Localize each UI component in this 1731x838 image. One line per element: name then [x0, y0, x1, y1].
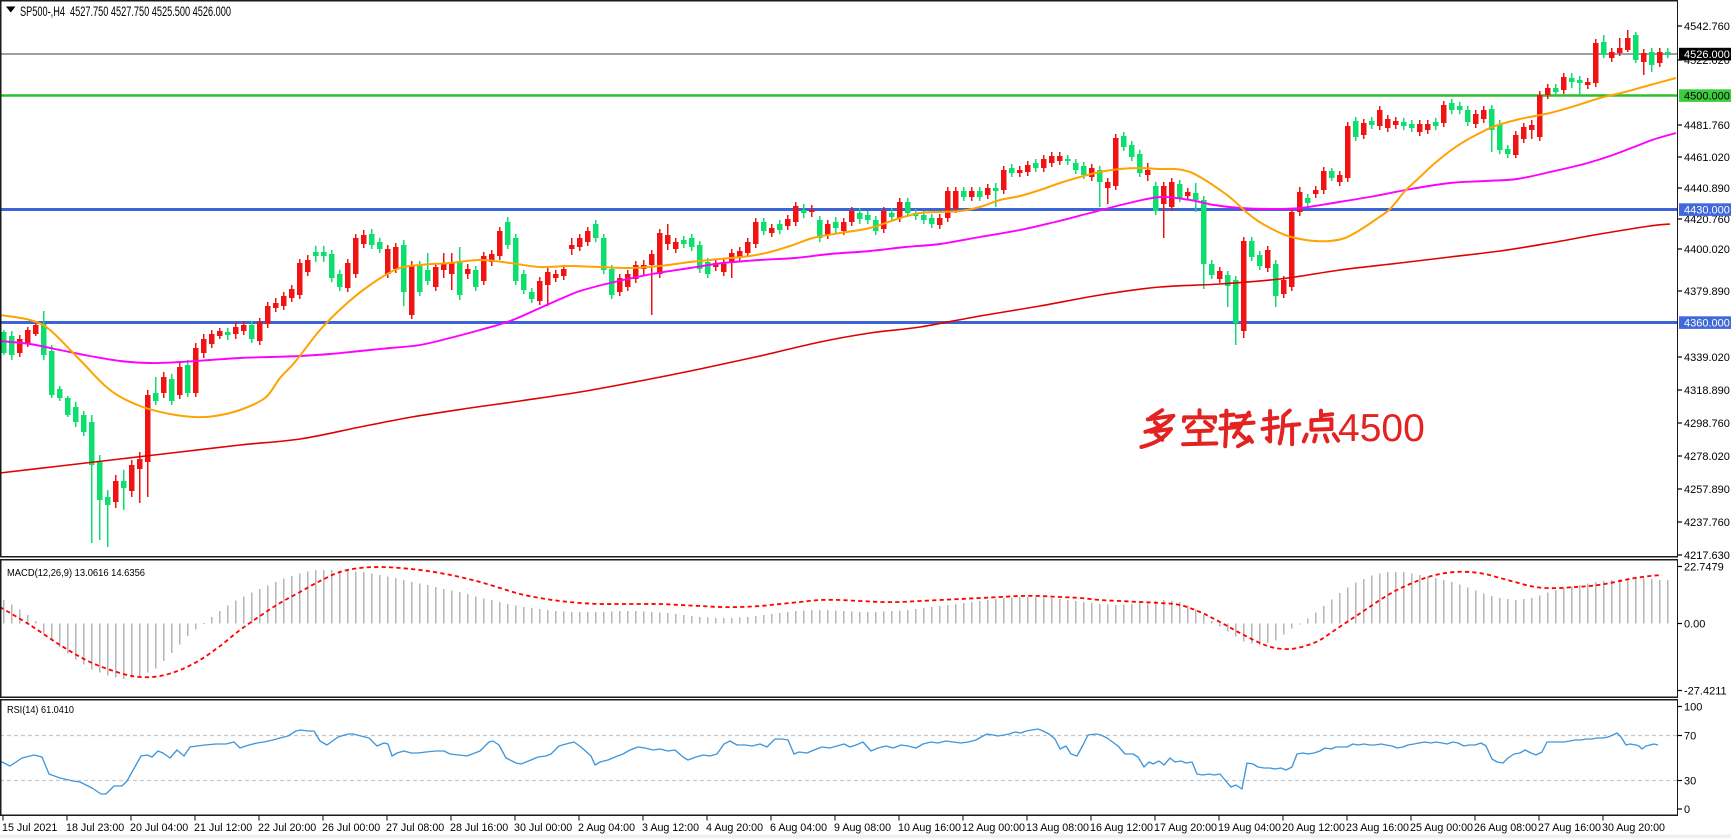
- svg-text:4339.020: 4339.020: [1684, 352, 1730, 364]
- svg-text:16 Aug 12:00: 16 Aug 12:00: [1090, 822, 1153, 834]
- svg-text:4360.000: 4360.000: [1684, 318, 1730, 330]
- svg-text:2 Aug 04:00: 2 Aug 04:00: [578, 822, 635, 834]
- svg-text:SP500-,H4 4527.750 4527.750 4: SP500-,H4 4527.750 4527.750 4525.500 452…: [20, 4, 231, 19]
- svg-text:17 Aug 20:00: 17 Aug 20:00: [1154, 822, 1217, 834]
- svg-text:23 Aug 16:00: 23 Aug 16:00: [1346, 822, 1409, 834]
- svg-text:25 Aug 00:00: 25 Aug 00:00: [1410, 822, 1473, 834]
- svg-text:4500: 4500: [1338, 407, 1425, 450]
- svg-text:9 Aug 08:00: 9 Aug 08:00: [834, 822, 891, 834]
- svg-text:RSI(14) 61.0410: RSI(14) 61.0410: [7, 704, 74, 716]
- svg-text:26 Aug 08:00: 26 Aug 08:00: [1474, 822, 1537, 834]
- svg-text:4 Aug 20:00: 4 Aug 20:00: [706, 822, 763, 834]
- svg-text:70: 70: [1684, 731, 1696, 743]
- svg-text:4430.000: 4430.000: [1684, 205, 1730, 217]
- svg-text:30: 30: [1684, 776, 1696, 788]
- svg-text:4440.890: 4440.890: [1684, 183, 1730, 195]
- svg-text:4500.000: 4500.000: [1684, 91, 1730, 103]
- svg-text:4420.760: 4420.760: [1684, 214, 1730, 226]
- svg-text:4257.890: 4257.890: [1684, 484, 1730, 496]
- svg-text:10 Aug 16:00: 10 Aug 16:00: [898, 822, 961, 834]
- svg-text:27 Jul 08:00: 27 Jul 08:00: [386, 822, 444, 834]
- svg-text:4526.000: 4526.000: [1684, 49, 1730, 61]
- svg-text:4237.760: 4237.760: [1684, 517, 1730, 529]
- svg-text:19 Aug 04:00: 19 Aug 04:00: [1218, 822, 1281, 834]
- svg-text:0.00: 0.00: [1684, 619, 1705, 631]
- svg-text:4298.760: 4298.760: [1684, 418, 1730, 430]
- svg-text:15 Jul 2021: 15 Jul 2021: [2, 822, 57, 834]
- svg-text:28 Jul 16:00: 28 Jul 16:00: [450, 822, 508, 834]
- svg-text:20 Jul 04:00: 20 Jul 04:00: [130, 822, 188, 834]
- svg-text:21 Jul 12:00: 21 Jul 12:00: [194, 822, 252, 834]
- svg-text:4217.630: 4217.630: [1684, 550, 1730, 562]
- svg-text:6 Aug 04:00: 6 Aug 04:00: [770, 822, 827, 834]
- svg-text:30 Aug 20:00: 30 Aug 20:00: [1602, 822, 1665, 834]
- svg-text:26 Jul 00:00: 26 Jul 00:00: [322, 822, 380, 834]
- svg-text:MACD(12,26,9) 13.0616 14.6356: MACD(12,26,9) 13.0616 14.6356: [7, 567, 145, 579]
- svg-text:12 Aug 00:00: 12 Aug 00:00: [962, 822, 1025, 834]
- svg-text:100: 100: [1684, 702, 1702, 714]
- svg-text:27 Aug 16:00: 27 Aug 16:00: [1538, 822, 1601, 834]
- svg-text:4318.890: 4318.890: [1684, 385, 1730, 397]
- svg-text:4461.020: 4461.020: [1684, 152, 1730, 164]
- svg-text:18 Jul 23:00: 18 Jul 23:00: [66, 822, 124, 834]
- svg-text:4379.890: 4379.890: [1684, 286, 1730, 298]
- svg-text:3 Aug 12:00: 3 Aug 12:00: [642, 822, 699, 834]
- svg-text:22 Jul 20:00: 22 Jul 20:00: [258, 822, 316, 834]
- svg-text:4278.020: 4278.020: [1684, 451, 1730, 463]
- svg-text:4481.760: 4481.760: [1684, 120, 1730, 132]
- svg-text:0: 0: [1684, 804, 1690, 816]
- svg-text:13 Aug 08:00: 13 Aug 08:00: [1026, 822, 1089, 834]
- svg-text:22.7479: 22.7479: [1684, 562, 1724, 574]
- svg-text:4542.760: 4542.760: [1684, 21, 1730, 33]
- svg-text:-27.4211: -27.4211: [1684, 686, 1727, 698]
- svg-text:30 Jul 00:00: 30 Jul 00:00: [514, 822, 572, 834]
- svg-text:4400.020: 4400.020: [1684, 244, 1730, 256]
- svg-text:20 Aug 12:00: 20 Aug 12:00: [1282, 822, 1345, 834]
